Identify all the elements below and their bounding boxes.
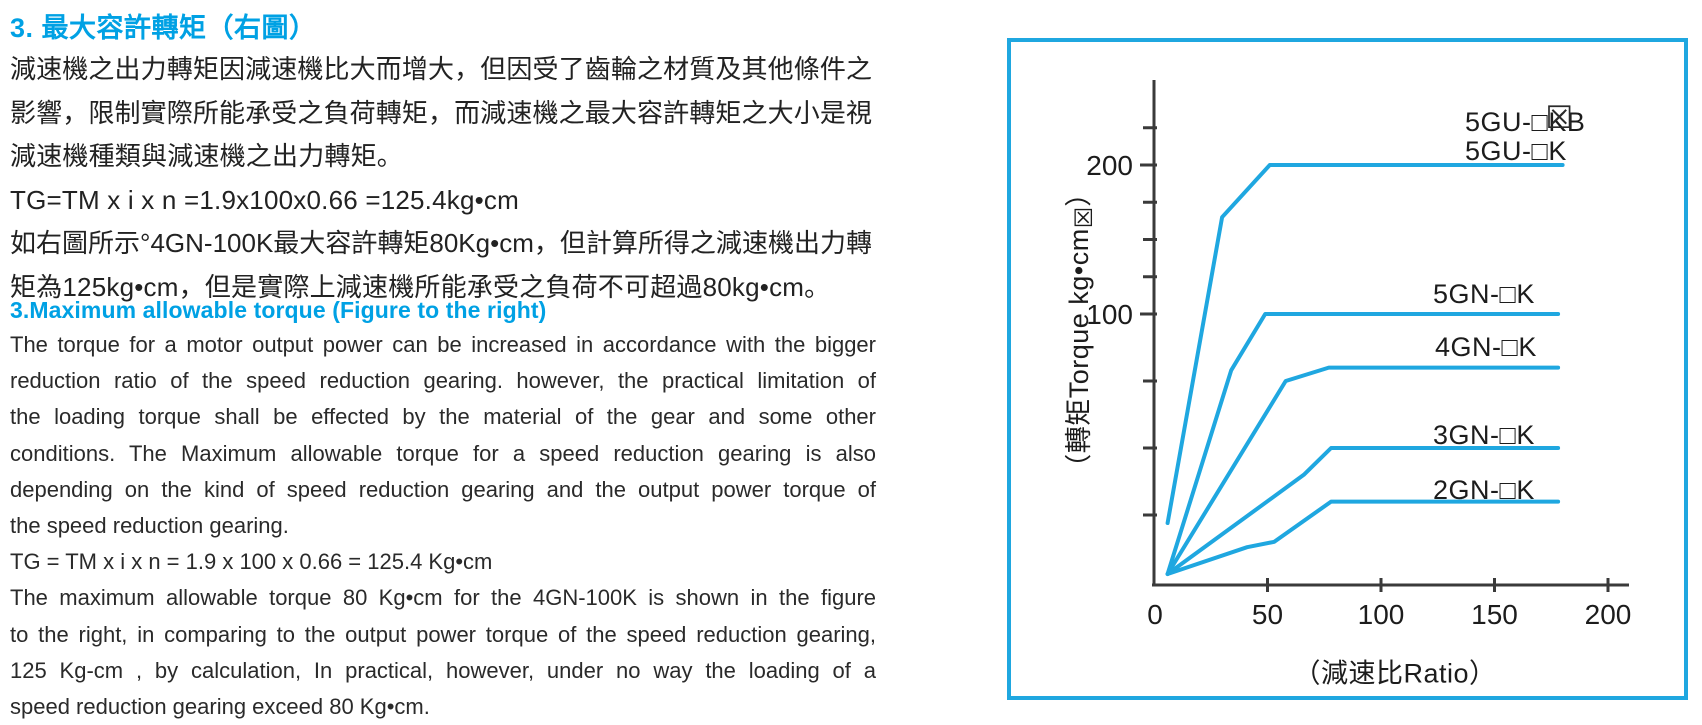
x-tick-label: 200 — [1585, 599, 1632, 630]
text-line: 125 Kg-cm , by calculation, In practical… — [10, 657, 876, 683]
overlapped-character: K ☒ — [1545, 100, 1574, 137]
series-curve — [1165, 365, 1561, 576]
text-line: reduction ratio of the speed reduction g… — [10, 368, 876, 394]
missing-glyph-artifact: ☒ — [1545, 100, 1574, 135]
text-line: 影響，限制實際所能承受之負荷轉矩，而減速機之最大容許轉矩之大小是視 — [10, 97, 872, 128]
x-zero-label: 0 — [1147, 599, 1163, 630]
series-curve — [1165, 446, 1561, 576]
text-line: The torque for a motor output power can … — [10, 332, 876, 357]
torque-ratio-chart: 100 200 50 100 150 200 0 — [1007, 38, 1688, 700]
y-tick-label: 100 — [1086, 299, 1133, 330]
text-line: the speed reduction gearing. — [10, 513, 289, 539]
text-line: The maximum allowable torque 80 Kg•cm fo… — [10, 585, 876, 611]
series-label: 5GU-□K ☒ B — [1465, 100, 1586, 137]
text-line: conditions. The Maximum allowable torque… — [10, 440, 876, 466]
text-line: depending on the kind of speed reduction… — [10, 476, 876, 502]
text-line: 減速機之出力轉矩因減速機比大而增大，但因受了齒輪之材質及其他條件之 — [10, 54, 872, 84]
series-label: 5GN-□K — [1433, 279, 1535, 309]
torque-ratio-figure: 100 200 50 100 150 200 0 （轉矩Torque kg•cm☒） （減速… — [1007, 38, 1688, 700]
text-line: the loading torque shall be effected by … — [10, 404, 876, 430]
x-tick-label: 50 — [1252, 599, 1283, 630]
series-label: 3GN-□K — [1433, 420, 1535, 450]
series-curve — [1165, 499, 1561, 576]
series-curve — [1165, 163, 1565, 525]
zh-heading: 3. 最大容許轉矩（右圖） — [10, 13, 317, 43]
text-line: TG=TM x i x n =1.9x100x0.66 =125.4kg•cm — [10, 184, 519, 215]
zh-paragraph: 減速機之出力轉矩因減速機比大而增大，但因受了齒輪之材質及其他條件之 影響，限制實際… — [10, 48, 872, 309]
missing-glyph-artifact: ☒ — [1071, 206, 1098, 229]
text-line: TG = TM x i x n = 1.9 x 100 x 0.66 = 125… — [10, 549, 493, 575]
series-label: 5GU-□K — [1465, 136, 1567, 166]
en-paragraph: The torque for a motor output power can … — [10, 327, 876, 725]
text-line: speed reduction gearing exceed 80 Kg•cm. — [10, 694, 430, 720]
series-curve — [1165, 312, 1561, 576]
x-axis-title: （減速比Ratio） — [1293, 658, 1497, 689]
series-label: 4GN-□K — [1435, 332, 1537, 362]
text-line: 減速機種類與減速機之出力轉矩。 — [10, 141, 404, 171]
figure-border — [1007, 38, 1688, 700]
text-line: 如右圖所示°4GN-100K最大容許轉矩80Kg•cm，但計算所得之減速機出力轉 — [10, 228, 872, 258]
y-axis-title: （轉矩Torque kg•cm☒） — [1064, 179, 1098, 481]
text-line: to the right, in comparing to the output… — [10, 621, 876, 647]
en-heading: 3.Maximum allowable torque (Figure to th… — [10, 297, 547, 323]
text-line: 矩為125kg•cm，但是實際上減速機所能承受之負荷不可超過80kg•cm。 — [10, 271, 831, 302]
series-label: 2GN-□K — [1433, 475, 1535, 505]
x-tick-label: 100 — [1358, 599, 1405, 630]
y-tick-label: 200 — [1086, 150, 1133, 181]
x-tick-label: 150 — [1471, 599, 1518, 630]
